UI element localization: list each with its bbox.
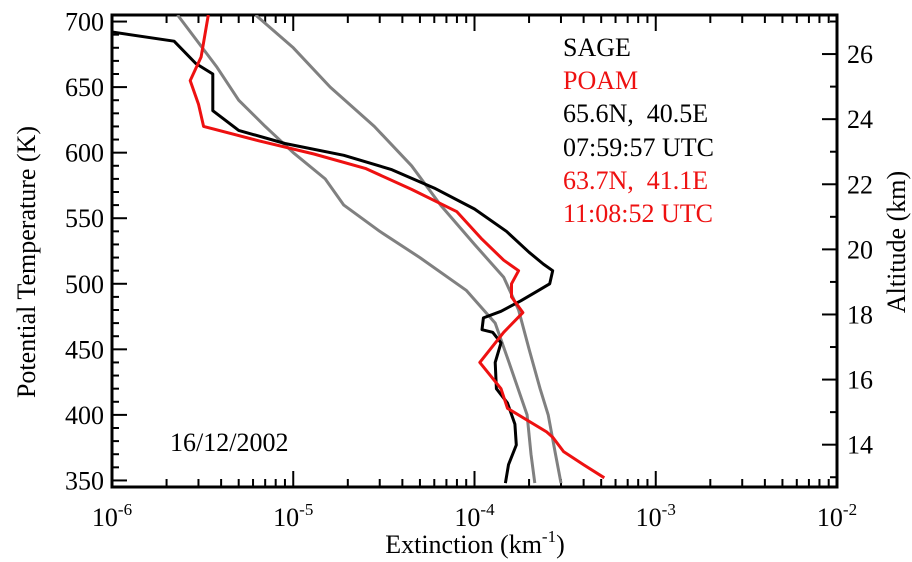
x-axis-label: Extinction (km-1) xyxy=(385,527,565,559)
y-tick-label: 650 xyxy=(65,73,104,102)
x-axis-label-exponent: -1 xyxy=(542,527,556,546)
legend-sage-location: 65.6N, 40.5E xyxy=(563,99,708,128)
y2-tick-label: 22 xyxy=(847,170,873,199)
y2-tick-label: 14 xyxy=(847,431,873,460)
x-tick-label-base: 10 xyxy=(454,503,480,532)
x-tick-label: 10-3 xyxy=(636,500,676,532)
y-axis-label: Potential Temperature (K) xyxy=(12,126,41,398)
y-tick-label: 550 xyxy=(65,204,104,233)
x-tick-label-exponent: -4 xyxy=(480,500,495,519)
x-tick-label: 10-2 xyxy=(817,500,857,532)
y2-ticks: 14 16 18 20 22 24 26 xyxy=(822,20,873,479)
legend-poam: POAM xyxy=(563,66,638,95)
y-tick-label: 600 xyxy=(65,139,104,168)
y2-tick-label: 26 xyxy=(847,40,873,69)
x-ticks: 10-6 10-5 10-4 10-3 10-2 xyxy=(92,15,857,532)
x-tick-label-exponent: -2 xyxy=(843,500,857,519)
y2-axis-label: Altitude (km) xyxy=(882,171,911,313)
y2-tick-label: 16 xyxy=(847,366,873,395)
y2-tick-label: 20 xyxy=(847,235,873,264)
y-tick-label: 450 xyxy=(65,335,104,364)
poam-line xyxy=(188,15,606,480)
x-axis-label-close: ) xyxy=(556,530,565,559)
x-tick-label: 10-5 xyxy=(273,500,313,532)
y-tick-label: 400 xyxy=(65,401,104,430)
y-ticks: 350 400 450 500 550 600 650 700 xyxy=(65,8,127,495)
legend-sage: SAGE xyxy=(563,33,631,62)
sage-line xyxy=(112,30,555,484)
date-label: 16/12/2002 xyxy=(170,428,288,457)
gray-bound-lower-line xyxy=(176,15,537,484)
x-tick-label: 10-6 xyxy=(92,500,132,532)
legend-poam-time: 11:08:52 UTC xyxy=(563,199,713,228)
x-tick-label-exponent: -3 xyxy=(662,500,676,519)
legend-poam-location: 63.7N, 41.1E xyxy=(563,166,708,195)
x-tick-label-base: 10 xyxy=(273,503,299,532)
y-tick-label: 350 xyxy=(65,466,104,495)
y2-tick-label: 18 xyxy=(847,300,873,329)
y-tick-label: 700 xyxy=(65,8,104,37)
legend: SAGE POAM 65.6N, 40.5E 07:59:57 UTC 63.7… xyxy=(563,33,714,228)
series-layer xyxy=(112,15,606,484)
x-tick-label-base: 10 xyxy=(636,503,662,532)
y-tick-label: 500 xyxy=(65,270,104,299)
plot-frame xyxy=(110,13,839,489)
x-tick-label-base: 10 xyxy=(817,503,843,532)
x-tick-label-exponent: -6 xyxy=(118,500,132,519)
x-tick-label: 10-4 xyxy=(454,500,495,532)
x-tick-label-exponent: -5 xyxy=(299,500,313,519)
legend-sage-time: 07:59:57 UTC xyxy=(563,133,714,162)
gray-bound-upper-line xyxy=(254,15,563,484)
y2-tick-label: 24 xyxy=(847,105,873,134)
x-tick-label-base: 10 xyxy=(92,503,118,532)
